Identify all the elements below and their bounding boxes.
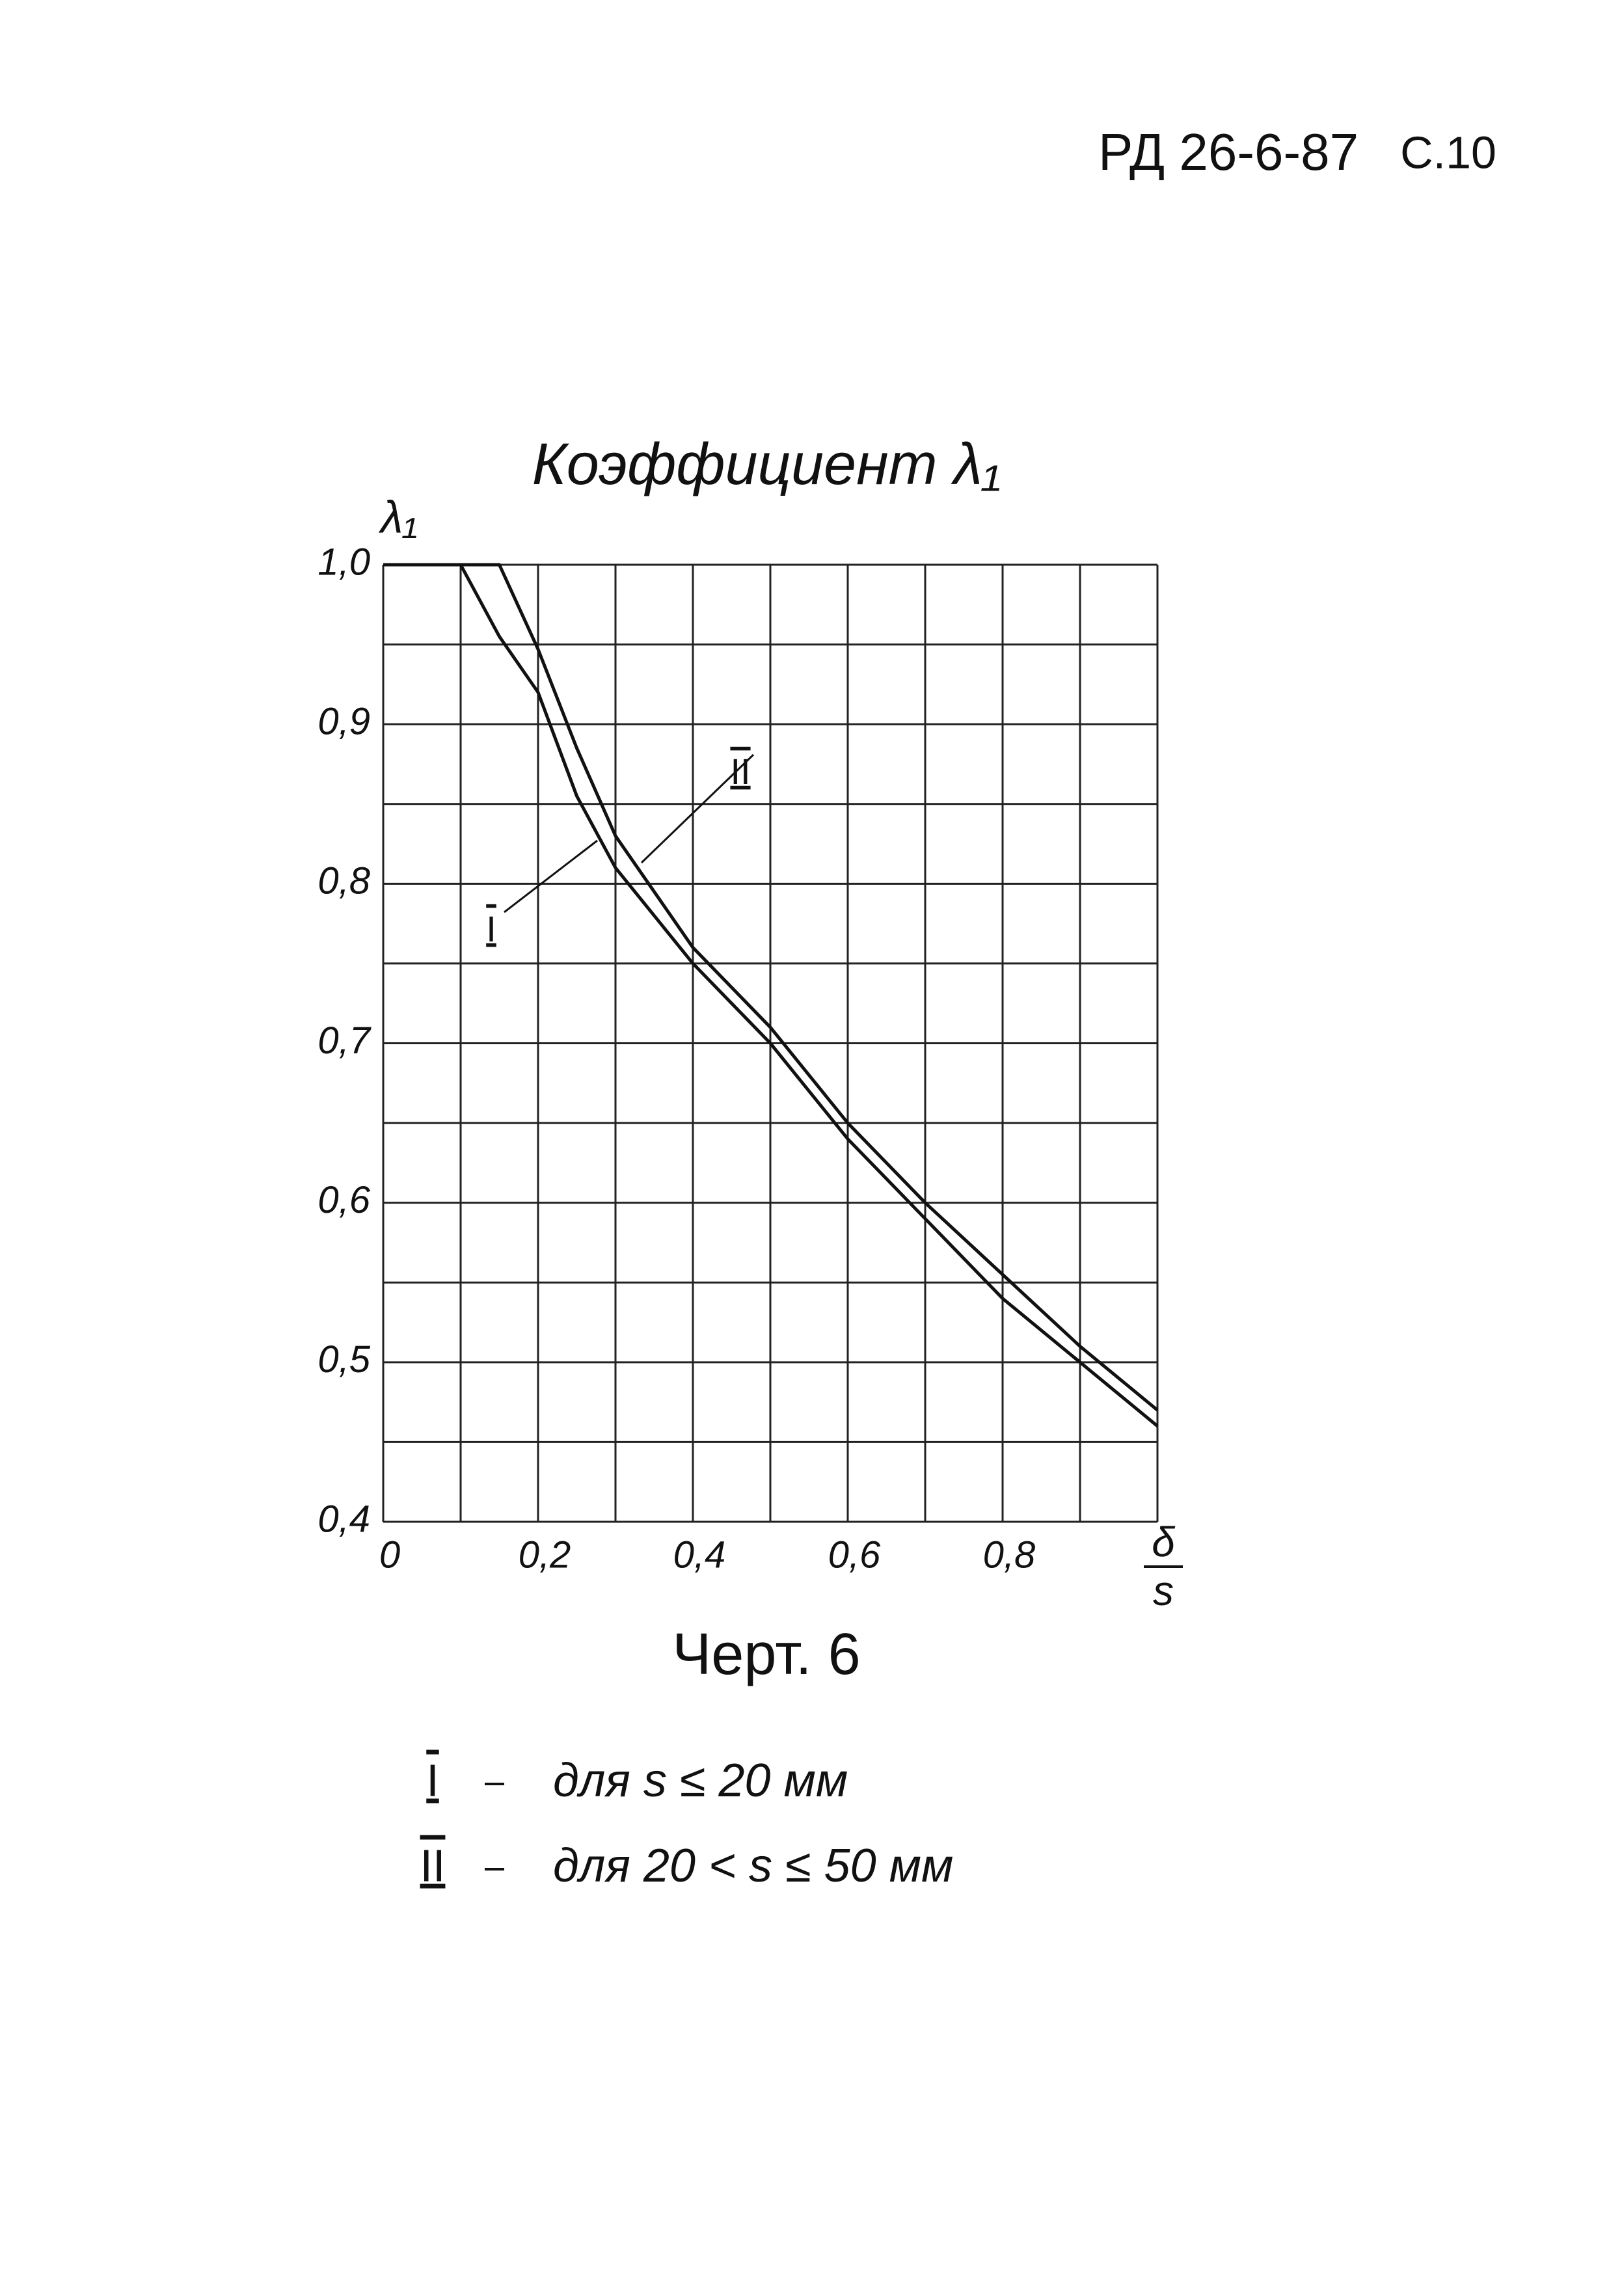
x-tick-label: 0,2 xyxy=(519,1533,571,1576)
curve xyxy=(383,563,1159,1412)
leader-line xyxy=(640,753,755,864)
series-label: I xyxy=(486,908,496,949)
x-tick-label: 0,8 xyxy=(983,1533,1036,1576)
y-axis-label: λ₁ xyxy=(378,491,418,542)
series-label: II xyxy=(730,751,750,792)
caption: Черт. 6 xyxy=(672,1622,860,1687)
legend-key: II xyxy=(420,1840,446,1891)
x-tick-label: 0,4 xyxy=(673,1533,726,1576)
legend-text: для 20 < s ≤ 50 мм xyxy=(553,1840,953,1892)
curve xyxy=(383,563,1159,1427)
x-tick-label: 0 xyxy=(379,1533,400,1576)
y-tick-label: 0,6 xyxy=(318,1179,370,1221)
doc-code: РД 26-6-87 xyxy=(1098,123,1358,181)
y-tick-label: 0,5 xyxy=(318,1338,370,1381)
x-axis-label-top: δ xyxy=(1152,1519,1176,1565)
leader-line xyxy=(504,839,598,913)
y-tick-label: 0,8 xyxy=(318,860,370,902)
y-tick-label: 0,4 xyxy=(318,1498,370,1540)
chart-title: Коэффициент λ₁ xyxy=(532,432,1001,497)
y-tick-label: 1,0 xyxy=(318,541,370,583)
legend-key: I xyxy=(426,1755,439,1805)
x-tick-label: 0,6 xyxy=(828,1533,881,1576)
y-tick-label: 0,7 xyxy=(318,1020,372,1062)
page-number: С.10 xyxy=(1400,127,1496,178)
x-axis-label-bottom: s xyxy=(1153,1567,1174,1614)
y-tick-label: 0,9 xyxy=(318,700,370,742)
legend-text: для s ≤ 20 мм xyxy=(553,1755,848,1807)
